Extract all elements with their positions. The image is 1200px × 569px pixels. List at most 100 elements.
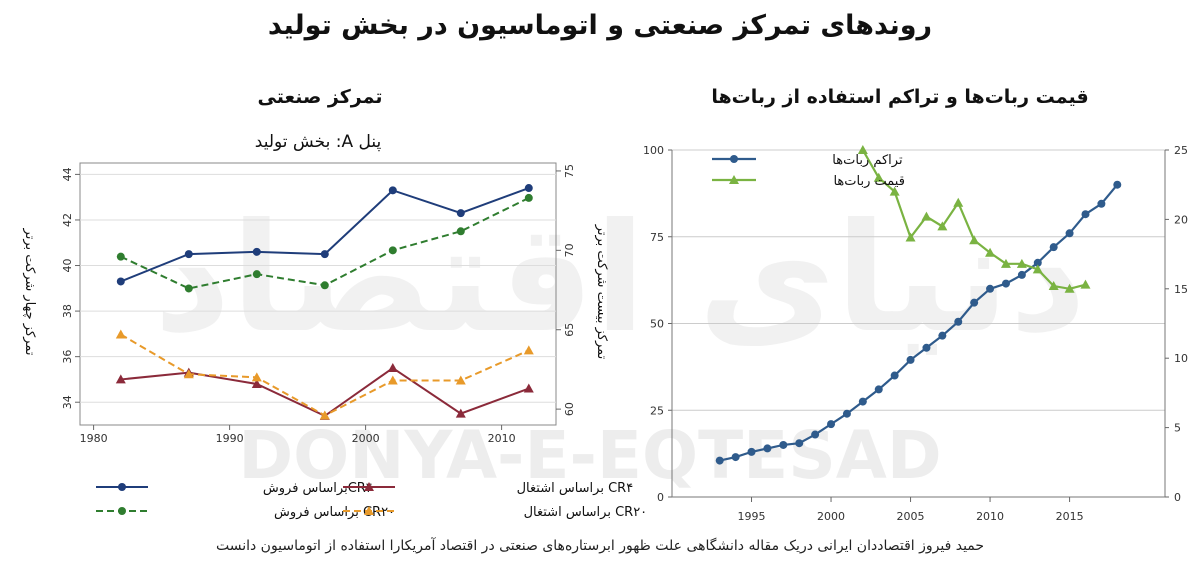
chart1-series-3-point: [320, 281, 329, 290]
chart1-series-3-point: [456, 227, 465, 236]
chart2-ytick-left-label: 100: [643, 144, 664, 157]
chart1-series-2-line: [120, 366, 530, 418]
chart2-series-1-point: [922, 343, 931, 352]
chart2-ytick-right-label: 25: [1174, 144, 1188, 157]
chart2-series-2-point: [889, 186, 900, 196]
chart1-xtick-label: 2000: [352, 432, 380, 445]
chart1-series-2-point: [523, 383, 534, 393]
chart2-ytick-left-label: 25: [650, 404, 664, 417]
chart2-series-1-point: [1017, 270, 1026, 279]
chart2-series-1-point: [954, 317, 963, 326]
chart2-series-2-point: [1080, 279, 1091, 289]
chart2-series-2-point: [953, 197, 964, 207]
chart2-series-1-point: [842, 409, 851, 418]
chart1-title: پنل A: بخش تولید: [255, 132, 382, 152]
chart2-series-1-point: [827, 420, 836, 429]
chart2-section-title: قیمت ربات‌ها و تراکم استفاده از ربات‌ها: [711, 86, 1088, 108]
chart2-ytick-right-label: 20: [1174, 213, 1188, 226]
chart2-series-2-point: [1016, 258, 1027, 268]
chart2-series-1-point: [906, 355, 915, 364]
chart1-series-3-point: [252, 270, 261, 279]
chart1-series-1-point: [388, 186, 397, 195]
chart2-xtick-label: 2010: [976, 510, 1004, 523]
chart1-ytick-right-label: 70: [563, 243, 576, 257]
legend1-series-3-marker: [118, 507, 126, 515]
chart2-series-2-point: [921, 211, 932, 221]
chart1-xtick-label: 1990: [216, 432, 244, 445]
chart1-series-4-point: [387, 375, 398, 385]
chart1-xtick-label: 1980: [80, 432, 108, 445]
chart2-series-2-point: [985, 247, 996, 257]
watermark-latin: DONYA-E-EQTESAD: [238, 417, 941, 494]
chart1-series-3-point: [524, 193, 533, 202]
legend1-series-1-marker: [118, 483, 126, 491]
chart2-series-1-point: [795, 439, 804, 448]
chart1-series-1-point: [524, 184, 533, 193]
chart1-series-4-point: [183, 369, 194, 379]
chart1-series-2-point: [251, 378, 262, 388]
chart2-series-1-point: [811, 430, 820, 439]
chart2-series-1-point: [986, 284, 995, 293]
chart2-series-1-point: [1001, 279, 1010, 288]
chart1-ytick-left-label: 36: [61, 350, 74, 364]
chart2-series-2-point: [1064, 283, 1075, 293]
chart2-ytick-right-label: 10: [1174, 352, 1188, 365]
chart2-ytick-right-label: 5: [1174, 422, 1181, 435]
chart2-xtick-label: 2005: [897, 510, 925, 523]
legend1-series-2-label: CR۴ براساس اشتغال: [517, 481, 634, 496]
chart2-ytick-left-label: 50: [650, 318, 664, 331]
chart2-series-1-point: [1065, 229, 1074, 238]
chart2-series-1-point: [731, 453, 740, 462]
legend1-series-3-label: CR۲۰ براساس فروش: [274, 505, 395, 520]
chart1-series-4-point: [115, 329, 126, 339]
chart1-series-2-point: [455, 408, 466, 418]
chart1-ytick-left-label: 38: [61, 304, 74, 318]
chart2-ytick-right-label: 15: [1174, 283, 1188, 296]
chart1-series-4-point: [319, 410, 330, 420]
chart1-section-title: تمرکز صنعتی: [258, 86, 383, 108]
chart2-ytick-right-label: 0: [1174, 491, 1181, 504]
chart1-series-1-point: [252, 247, 261, 256]
chart2-series-1-point: [938, 331, 947, 340]
chart2-series-1-point: [747, 447, 756, 456]
chart2-series-1-point: [858, 397, 867, 406]
chart1-series-1-point: [456, 209, 465, 218]
chart1-ytick-left-label: 44: [61, 167, 74, 181]
chart1-series-3-point: [116, 252, 125, 261]
legend1-series-4-marker: [364, 506, 374, 515]
legend2-series-1-marker: [730, 155, 738, 163]
chart1-series-4-point: [251, 372, 262, 382]
chart2-series-1-point: [1033, 258, 1042, 267]
chart1-ylabel-left: تمرکز چهار شرکت برتر: [22, 228, 37, 356]
legend2-series-1-label: تراکم ربات‌ها: [832, 153, 903, 168]
chart2-series-2-point: [873, 172, 884, 182]
chart2-series-1-point: [1081, 210, 1090, 219]
legend2-series-2-label: قیمت ربات‌ها: [833, 174, 904, 189]
chart1-series-2-point: [387, 363, 398, 373]
chart2-xtick-label: 1995: [738, 510, 766, 523]
chart2-series-1-point: [1097, 199, 1106, 208]
legend2-series-2-marker: [729, 175, 739, 184]
chart1-ytick-right-label: 65: [563, 323, 576, 337]
chart2-series-1-point: [890, 371, 899, 380]
chart2-series-2-point: [1032, 264, 1043, 274]
chart2-series-2-point: [1048, 281, 1059, 291]
chart2-series-1-point: [715, 456, 724, 465]
legend1-series-2-marker: [364, 482, 374, 491]
chart2-series-1-point: [779, 440, 788, 449]
chart2-series-1-point: [1113, 180, 1122, 189]
chart1-ytick-left-label: 34: [61, 395, 74, 409]
chart1-series-1-point: [116, 277, 125, 286]
chart1-series-3-point: [388, 246, 397, 255]
chart1-ylabel-right: تمرکز بیست شرکت برتر: [594, 224, 609, 360]
chart2-xtick-label: 2015: [1056, 510, 1084, 523]
chart1-ytick-right-label: 60: [563, 402, 576, 416]
chart1-series-1-point: [184, 250, 193, 259]
chart2-series-2-point: [1000, 258, 1011, 268]
legend1-series-1-label: CR۴براساس فروش: [263, 481, 373, 496]
watermark-persian: دنیای اقتصاد: [154, 192, 1087, 366]
chart2-series-2-point: [937, 221, 948, 231]
chart1-series-1-point: [320, 250, 329, 259]
chart2-series-2-point: [905, 232, 916, 242]
